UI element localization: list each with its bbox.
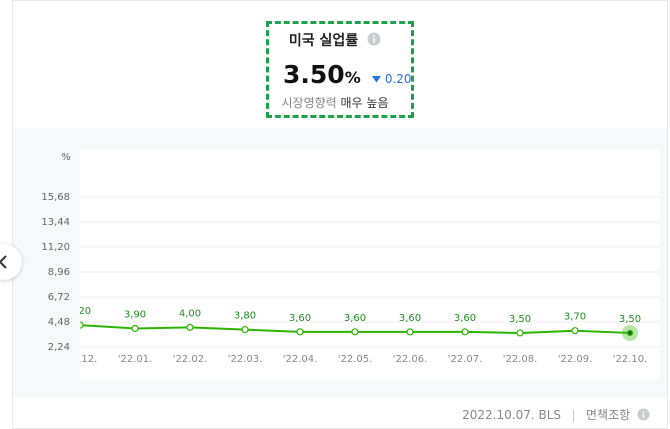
x-tick-label: '22.03. (228, 354, 263, 365)
data-point (626, 329, 634, 337)
value-label: 3,90 (124, 309, 146, 320)
data-point (571, 327, 579, 335)
data-point (80, 321, 84, 329)
value-label: 3,80 (234, 311, 256, 322)
disclaimer[interactable]: 면책조항 (586, 408, 631, 422)
y-tick-label: 2,24 (48, 342, 70, 353)
indicator-value: 3.50% (283, 60, 361, 89)
highlight-box (266, 21, 414, 118)
y-tick-label: 13,44 (41, 217, 70, 228)
y-tick-label: 15,68 (41, 192, 70, 203)
title-text: 미국 실업률 (288, 33, 359, 49)
back-button[interactable] (0, 244, 22, 280)
plot-area (80, 150, 660, 380)
x-tick-label: '22.09. (558, 354, 593, 365)
data-point (351, 328, 359, 336)
x-tick-label: '22.02. (173, 354, 208, 365)
impact-label: 시장영향력 (281, 96, 337, 110)
x-tick-label: '22.08. (503, 354, 538, 365)
value-label: 3,60 (344, 313, 366, 324)
value-label: 3,60 (454, 313, 476, 324)
x-tick-label: '22.01. (118, 354, 153, 365)
data-point (186, 323, 194, 331)
impact: 시장영향력 매우 높음 (0, 94, 670, 111)
x-tick-label: '22.05. (338, 354, 373, 365)
value: 3.50 (283, 60, 345, 89)
down-arrow (372, 76, 381, 83)
x-tick-label: '22.06. (393, 354, 428, 365)
value-label: 3,50 (509, 314, 531, 325)
x-tick-label: '22.10. (613, 354, 648, 365)
indicator-title: 미국 실업률 (0, 30, 670, 50)
footer: 2022.10.07. BLS 면책조항 (462, 406, 650, 423)
data-point (296, 328, 304, 336)
data-point (241, 325, 249, 334)
change: 0.20 (372, 72, 412, 86)
value-label: 3,70 (564, 312, 586, 323)
y-tick-label: 8,96 (48, 267, 70, 278)
value-label: 3,60 (289, 313, 311, 324)
value-label: 4,00 (179, 308, 201, 319)
y-tick-label: 4,48 (48, 317, 70, 328)
impact-value: 매우 높음 (340, 96, 389, 110)
data-point (131, 324, 139, 333)
y-unit: % (61, 152, 71, 163)
info-icon[interactable] (367, 32, 381, 46)
x-tick-label: '22.07. (448, 354, 483, 365)
value-label: 3,60 (399, 313, 421, 324)
data-point (461, 328, 469, 336)
change-value: 0.20 (384, 72, 412, 86)
date-source: 2022.10.07. BLS (462, 408, 561, 422)
value-label: 3,50 (619, 314, 641, 325)
x-tick-label: '22.04. (283, 354, 318, 365)
y-tick-label: 11,20 (41, 242, 70, 253)
data-point (516, 329, 524, 337)
value-label: 4,20 (69, 306, 91, 317)
x-tick-label: '21.12. (63, 354, 98, 365)
info-icon[interactable] (637, 408, 650, 421)
unit: % (344, 68, 361, 87)
data-point (406, 328, 414, 336)
y-tick-label: 6,72 (48, 292, 70, 303)
